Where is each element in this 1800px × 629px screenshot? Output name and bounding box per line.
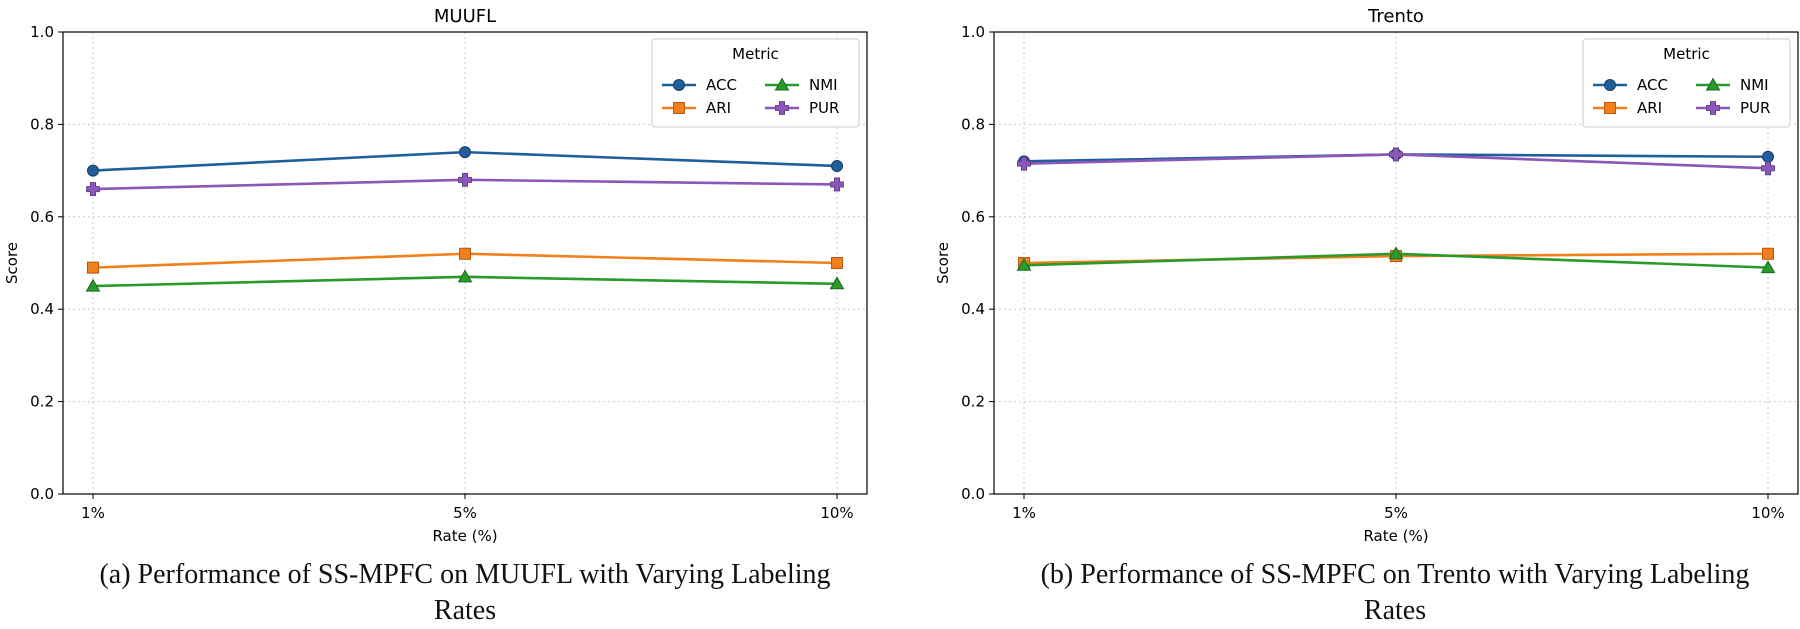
legend-swatch-marker-acc [1604, 79, 1616, 91]
data-point-nmi [457, 269, 473, 283]
data-point-acc [1762, 150, 1774, 163]
y-tick-label: 0.8 [30, 115, 54, 133]
caption-a: (a) Performance of SS-MPFC on MUUFL with… [99, 559, 831, 626]
series-nmi [1016, 246, 1776, 274]
data-point-nmi [1760, 260, 1776, 274]
series-acc [87, 146, 843, 177]
y-tick-label: 0.0 [961, 485, 985, 503]
legend-label-pur: PUR [809, 99, 839, 117]
caption-b: (b) Performance of SS-MPFC on Trento wit… [1040, 559, 1750, 626]
y-tick-label: 0.6 [30, 208, 54, 226]
series-nmi [85, 269, 845, 292]
x-tick-label: 1% [1012, 504, 1036, 522]
data-point-acc [831, 159, 843, 172]
chart-title: MUUFL [434, 6, 496, 27]
data-point-pur [86, 182, 100, 196]
data-point-pur [1389, 147, 1403, 162]
data-point-pur [458, 172, 472, 187]
legend-swatch-marker-pur [775, 101, 789, 115]
legend-swatch-marker-acc [673, 79, 685, 91]
data-point-nmi [1388, 246, 1404, 260]
series-ari [87, 247, 843, 274]
legend-label-pur: PUR [1740, 99, 1770, 117]
y-tick-label: 0.4 [961, 300, 985, 318]
data-point-nmi [829, 276, 845, 290]
legend-box [1582, 38, 1791, 128]
legend-swatch-marker-nmi [1705, 77, 1721, 91]
legend: Metric ACC ARI NMI PUR [1582, 38, 1791, 128]
data-point-nmi [1016, 257, 1032, 271]
x-axis-label: Rate (%) [1363, 527, 1428, 545]
legend-label-ari: ARI [706, 99, 731, 117]
plot-frame [993, 31, 1799, 495]
y-tick-label: 0.0 [30, 485, 54, 503]
y-tick-label: 0.4 [30, 300, 54, 318]
legend-title: Metric [1663, 45, 1710, 63]
chart-title: Trento [1367, 6, 1424, 27]
legend-title: Metric [732, 45, 779, 63]
data-point-ari [459, 247, 471, 260]
legend-swatch-marker-ari [1604, 102, 1616, 114]
legend-swatch-marker-nmi [774, 77, 790, 91]
x-tick-label: 1% [81, 504, 105, 522]
y-tick-label: 1.0 [30, 23, 54, 41]
x-tick-label: 10% [1751, 504, 1784, 522]
legend-swatch-marker-ari [673, 102, 685, 114]
y-tick-label: 0.6 [961, 208, 985, 226]
x-tick-label: 10% [820, 504, 853, 522]
y-tick-label: 0.8 [961, 115, 985, 133]
data-point-pur [1017, 156, 1031, 171]
x-tick-label: 5% [1384, 504, 1408, 522]
x-axis-label: Rate (%) [432, 527, 497, 545]
y-axis-label: Score [934, 242, 952, 284]
legend-label-ari: ARI [1637, 99, 1662, 117]
data-point-ari [87, 261, 99, 274]
y-tick-label: 0.2 [961, 393, 985, 411]
data-point-ari [831, 257, 843, 269]
y-tick-label: 0.2 [30, 393, 54, 411]
plot-frame [62, 31, 868, 495]
y-tick-label: 1.0 [961, 23, 985, 41]
legend-box [651, 38, 860, 128]
legend-label-acc: ACC [1637, 76, 1668, 94]
data-point-ari [1762, 247, 1774, 260]
data-point-pur [830, 177, 844, 192]
legend-label-nmi: NMI [809, 76, 838, 94]
data-point-pur [1761, 161, 1775, 176]
data-point-nmi [85, 278, 101, 292]
data-point-acc [459, 146, 471, 159]
chart-panel-trento: Trento 0.0 0.2 0.4 0.6 0.8 1.0 1% 5% 10% Rate (%) S… [934, 6, 1799, 545]
data-point-acc [87, 164, 99, 177]
legend-swatch-marker-pur [1706, 101, 1720, 115]
x-tick-label: 5% [453, 504, 477, 522]
chart-panel-muufl: MUUFL 0.0 0.2 0.4 0.6 0.8 1.0 1% 5% 10% Rate (%) Sc… [3, 6, 868, 545]
legend-label-acc: ACC [706, 76, 737, 94]
legend: Metric ACC ARI NMI PUR [651, 38, 860, 128]
series-pur [86, 172, 844, 196]
legend-label-nmi: NMI [1740, 76, 1769, 94]
y-axis-label: Score [3, 242, 21, 284]
series-pur [1017, 147, 1775, 176]
